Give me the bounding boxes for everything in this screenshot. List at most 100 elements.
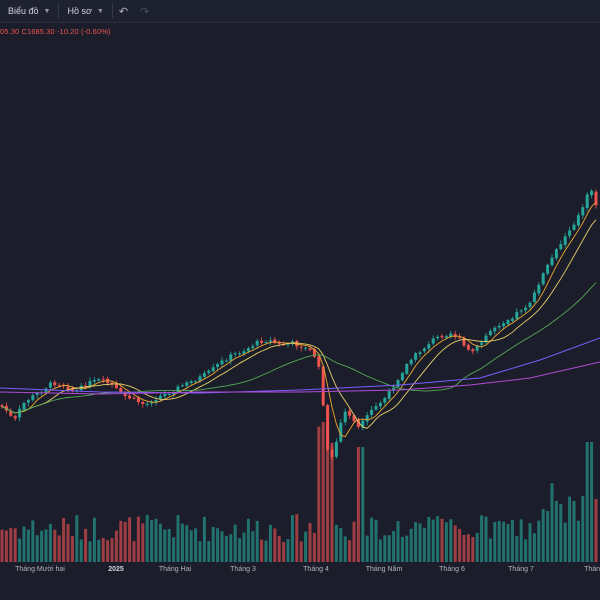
- candle-body: [581, 207, 585, 216]
- ma-long-2-line: [0, 361, 600, 395]
- candle-body: [440, 335, 444, 338]
- volume-bar: [242, 532, 246, 562]
- volume-bar: [312, 532, 316, 562]
- candle-body: [176, 386, 180, 393]
- volume-bar: [26, 529, 30, 562]
- volume-bar: [436, 516, 440, 562]
- candle-body: [392, 387, 396, 391]
- candle-body: [321, 366, 325, 406]
- candle-body: [418, 352, 422, 355]
- candle-body: [185, 382, 189, 386]
- candle-body: [224, 360, 228, 362]
- volume-bar: [581, 495, 585, 562]
- candle-body: [9, 411, 13, 416]
- volume-bar: [418, 523, 422, 562]
- candle-body: [370, 409, 374, 415]
- volume-bar: [22, 526, 26, 562]
- price-chart[interactable]: [0, 22, 600, 566]
- volume-bar: [101, 537, 105, 562]
- time-axis-label: Tháng 3: [230, 566, 256, 573]
- undo-icon[interactable]: ↶: [118, 5, 129, 18]
- volume-bar: [106, 540, 110, 562]
- candle-body: [35, 393, 39, 395]
- candle-body: [136, 397, 140, 403]
- volume-bar: [13, 528, 17, 562]
- candle-body: [132, 397, 136, 399]
- candle-body: [572, 224, 576, 230]
- volume-bar: [35, 535, 39, 562]
- volume-bar: [321, 422, 325, 562]
- volume-bar: [295, 514, 299, 562]
- volume-bar: [524, 539, 528, 562]
- candle-body: [497, 325, 501, 328]
- ohlc-legend: 05.30 C1685.30 -10.20 (-0.60%): [0, 27, 111, 36]
- volume-bar: [202, 516, 206, 562]
- ma-slow-line: [1, 282, 597, 414]
- candle-body: [251, 346, 255, 349]
- candle-body: [141, 401, 145, 405]
- volume-bar: [176, 515, 180, 562]
- candle-body: [422, 348, 426, 352]
- candle-body: [480, 342, 484, 345]
- top-toolbar: Biểu đồ ▼ Hồ sơ ▼ ↶ ↷: [0, 0, 600, 23]
- candle-body: [229, 354, 233, 361]
- volume-bar: [136, 516, 140, 562]
- candle-body: [180, 385, 184, 387]
- volume-bar: [48, 523, 52, 562]
- candle-body: [207, 370, 211, 373]
- candle-body: [57, 385, 61, 387]
- volume-bar: [506, 524, 510, 562]
- volume-bar: [154, 518, 158, 562]
- volume-bar: [172, 537, 176, 562]
- profile-menu-button[interactable]: Hồ sơ ▼: [59, 0, 111, 22]
- volume-bar: [339, 528, 343, 562]
- candle-body: [198, 376, 202, 382]
- volume-bar: [431, 519, 435, 562]
- candle-body: [453, 334, 457, 337]
- candle-body: [26, 400, 30, 403]
- chart-menu-button[interactable]: Biểu đồ ▼: [0, 0, 58, 22]
- candle-body: [427, 344, 431, 349]
- volume-bar: [40, 530, 44, 562]
- volume-bar: [440, 518, 444, 562]
- candle-body: [466, 344, 470, 350]
- volume-bar: [220, 531, 224, 562]
- volume-bar: [286, 539, 290, 562]
- volume-bar: [167, 528, 171, 562]
- candle-body: [31, 395, 35, 401]
- candle-body: [167, 393, 171, 395]
- volume-bar: [132, 541, 136, 562]
- candle-body: [515, 311, 519, 319]
- chevron-down-icon: ▼: [96, 7, 104, 15]
- candle-body: [304, 347, 308, 349]
- volume-bar: [541, 509, 545, 562]
- candle-body: [189, 381, 193, 384]
- volume-bar: [304, 531, 308, 562]
- volume-bar: [528, 523, 532, 562]
- volume-bar: [70, 535, 74, 562]
- volume-bar: [405, 535, 409, 562]
- volume-bar: [356, 447, 360, 562]
- candle-body: [154, 399, 158, 403]
- volume-bar: [44, 529, 48, 562]
- volume-bar: [75, 515, 79, 562]
- time-axis-label: Tháng: [584, 566, 600, 573]
- toolbar-divider: [58, 4, 60, 18]
- candle-body: [471, 349, 475, 352]
- candle-body: [506, 320, 510, 325]
- candle-body: [211, 367, 215, 372]
- ma-fast-line: [1, 202, 597, 438]
- volume-bar: [198, 541, 202, 562]
- redo-icon[interactable]: ↷: [140, 5, 150, 18]
- volume-bar: [141, 523, 145, 562]
- volume-bar: [92, 517, 96, 562]
- candle-body: [361, 420, 365, 428]
- time-axis-label: Tháng 4: [303, 566, 329, 573]
- toolbar-divider: [111, 4, 113, 18]
- volume-bar: [444, 522, 448, 562]
- volume-bar: [515, 536, 519, 562]
- volume-bar: [57, 535, 61, 562]
- candle-body: [493, 327, 497, 332]
- volume-bar: [590, 442, 594, 562]
- volume-bar: [484, 516, 488, 562]
